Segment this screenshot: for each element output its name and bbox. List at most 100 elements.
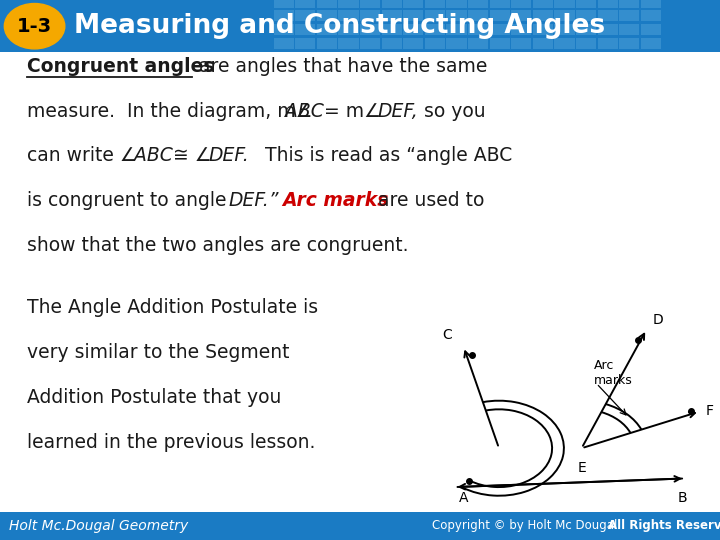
Text: 1-3: 1-3 [17, 17, 52, 36]
Bar [274, 0, 294, 8]
Bar [641, 10, 661, 22]
Bar [468, 10, 488, 22]
Text: This is read as “angle ABC: This is read as “angle ABC [253, 146, 513, 165]
Bar [576, 0, 596, 8]
Bar [382, 24, 402, 35]
Bar [446, 38, 467, 49]
Text: = m∠: = m∠ [318, 102, 381, 120]
Text: learned in the previous lesson.: learned in the previous lesson. [27, 433, 316, 451]
Bar [533, 10, 553, 22]
Bar [533, 24, 553, 35]
Bar [490, 0, 510, 8]
Text: show that the two angles are congruent.: show that the two angles are congruent. [27, 236, 409, 255]
Bar [274, 38, 294, 49]
Bar [619, 0, 639, 8]
Bar [0, 0, 720, 52]
Text: Arc marks: Arc marks [282, 191, 389, 210]
Text: so you: so you [418, 102, 486, 120]
Bar [403, 10, 423, 22]
Bar [533, 38, 553, 49]
Text: Arc
marks: Arc marks [593, 359, 632, 387]
Bar [317, 0, 337, 8]
Bar [403, 24, 423, 35]
Bar [490, 24, 510, 35]
Text: ≅ ∠: ≅ ∠ [167, 146, 212, 165]
Text: is congruent to angle: is congruent to angle [27, 191, 233, 210]
Bar [576, 24, 596, 35]
Text: E: E [577, 461, 586, 475]
Bar [468, 38, 488, 49]
Bar [446, 0, 467, 8]
Text: can write ∠: can write ∠ [27, 146, 137, 165]
Bar [468, 0, 488, 8]
Bar [511, 24, 531, 35]
Bar [511, 0, 531, 8]
Bar [295, 10, 315, 22]
Text: C: C [442, 328, 451, 342]
Bar [295, 24, 315, 35]
Bar [403, 38, 423, 49]
Bar [382, 0, 402, 8]
Bar [295, 38, 315, 49]
Bar [295, 0, 315, 8]
Bar [468, 24, 488, 35]
Bar [317, 24, 337, 35]
Bar [382, 10, 402, 22]
Bar [641, 0, 661, 8]
Text: ABC: ABC [285, 102, 324, 120]
Text: are angles that have the same: are angles that have the same [193, 57, 487, 76]
Bar [598, 10, 618, 22]
Text: B: B [678, 491, 687, 505]
Bar [490, 10, 510, 22]
Bar [425, 24, 445, 35]
Bar [338, 0, 359, 8]
Bar [425, 0, 445, 8]
Text: Measuring and Constructing Angles: Measuring and Constructing Angles [74, 13, 606, 39]
Bar [554, 10, 575, 22]
Text: Addition Postulate that you: Addition Postulate that you [27, 388, 282, 407]
Bar [619, 24, 639, 35]
Bar [554, 24, 575, 35]
Text: All Rights Reserved.: All Rights Reserved. [608, 519, 720, 532]
Bar [619, 38, 639, 49]
Bar [511, 10, 531, 22]
Bar [338, 24, 359, 35]
Text: D: D [652, 313, 663, 327]
Bar [317, 38, 337, 49]
Text: DEF.”: DEF.” [228, 191, 279, 210]
Bar [598, 0, 618, 8]
Bar [641, 24, 661, 35]
Text: The Angle Addition Postulate is: The Angle Addition Postulate is [27, 298, 318, 317]
Text: DEF.: DEF. [209, 146, 250, 165]
Bar [619, 10, 639, 22]
Bar [360, 10, 380, 22]
Bar [533, 0, 553, 8]
Text: ABC: ABC [134, 146, 173, 165]
Bar [274, 10, 294, 22]
Bar [446, 10, 467, 22]
Bar [554, 0, 575, 8]
Bar [576, 38, 596, 49]
Bar [554, 38, 575, 49]
Text: F: F [706, 404, 714, 418]
Bar [338, 10, 359, 22]
Bar [360, 0, 380, 8]
Bar [0, 512, 720, 540]
Text: A: A [459, 491, 468, 505]
Bar [338, 38, 359, 49]
Text: Holt Mc.Dougal Geometry: Holt Mc.Dougal Geometry [9, 519, 188, 533]
Text: very similar to the Segment: very similar to the Segment [27, 343, 290, 362]
Bar [576, 10, 596, 22]
Bar [446, 24, 467, 35]
Text: measure.  In the diagram, m∠: measure. In the diagram, m∠ [27, 102, 312, 120]
Bar [641, 38, 661, 49]
Bar [598, 38, 618, 49]
Bar [360, 24, 380, 35]
Bar [382, 38, 402, 49]
Bar [403, 0, 423, 8]
Circle shape [4, 3, 65, 49]
Bar [274, 24, 294, 35]
Bar [511, 38, 531, 49]
Text: Copyright © by Holt Mc Dougal.: Copyright © by Holt Mc Dougal. [432, 519, 625, 532]
Bar [425, 10, 445, 22]
